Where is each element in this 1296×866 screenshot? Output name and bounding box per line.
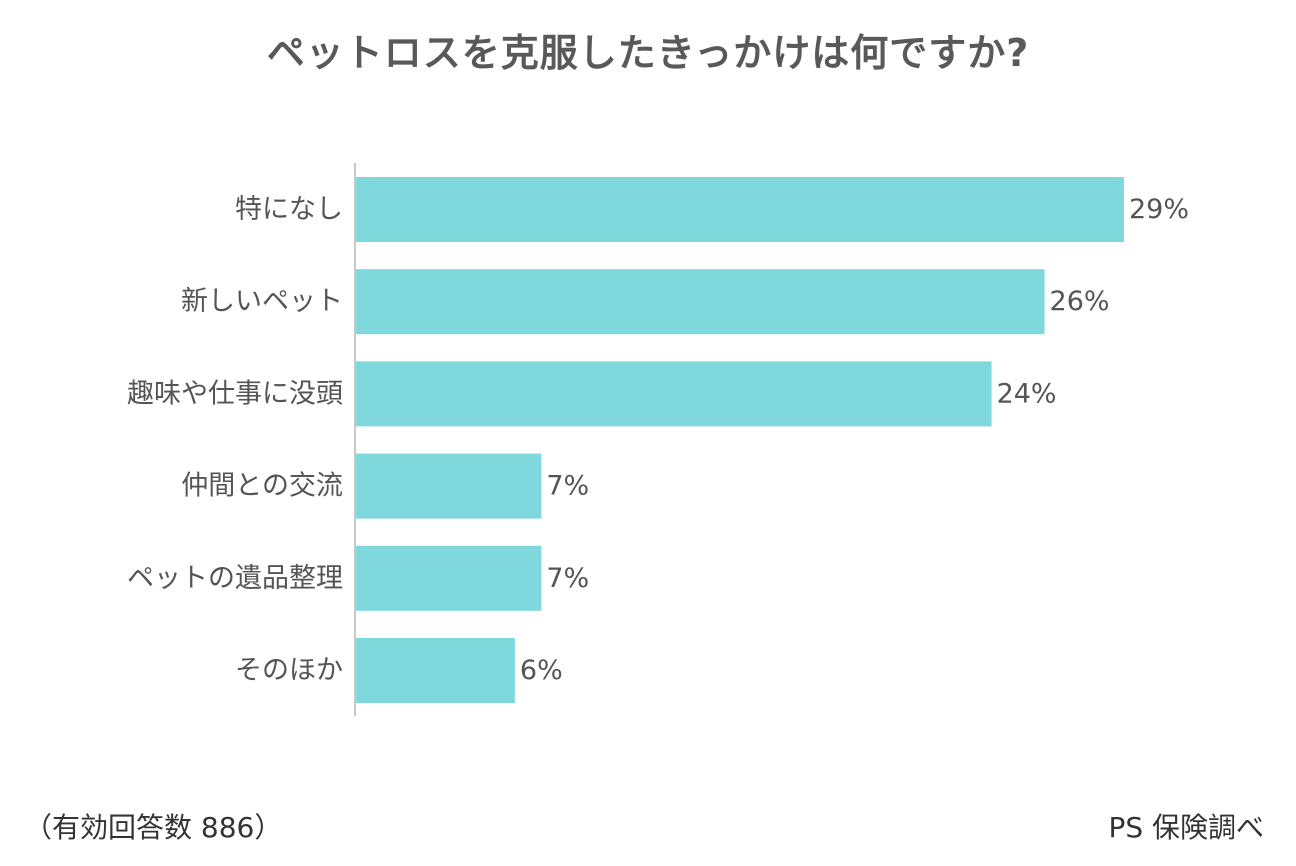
value-label: 24%	[997, 378, 1057, 409]
category-label: 特になし	[235, 194, 343, 225]
category-label: 新しいペット	[181, 286, 343, 317]
category-label: そのほか	[235, 655, 343, 686]
response-count-note: （有効回答数 886）	[24, 811, 283, 844]
value-label: 7%	[546, 563, 589, 594]
value-label: 29%	[1129, 194, 1189, 225]
bar	[356, 269, 1045, 335]
category-label: ペットの遺品整理	[127, 563, 343, 594]
chart-title: ペットロスを克服したきっかけは何ですか?	[266, 31, 1030, 75]
bar	[356, 545, 542, 611]
value-label: 7%	[546, 471, 589, 502]
source-credit: PS 保険調べ	[1108, 811, 1264, 844]
bar	[356, 361, 992, 427]
category-label: 趣味や仕事に没頭	[127, 378, 343, 409]
bar	[356, 177, 1124, 242]
value-label: 6%	[520, 655, 563, 686]
bar	[356, 453, 542, 519]
category-label: 仲間との交流	[181, 471, 343, 502]
value-label: 26%	[1050, 286, 1110, 317]
bar	[356, 638, 515, 703]
